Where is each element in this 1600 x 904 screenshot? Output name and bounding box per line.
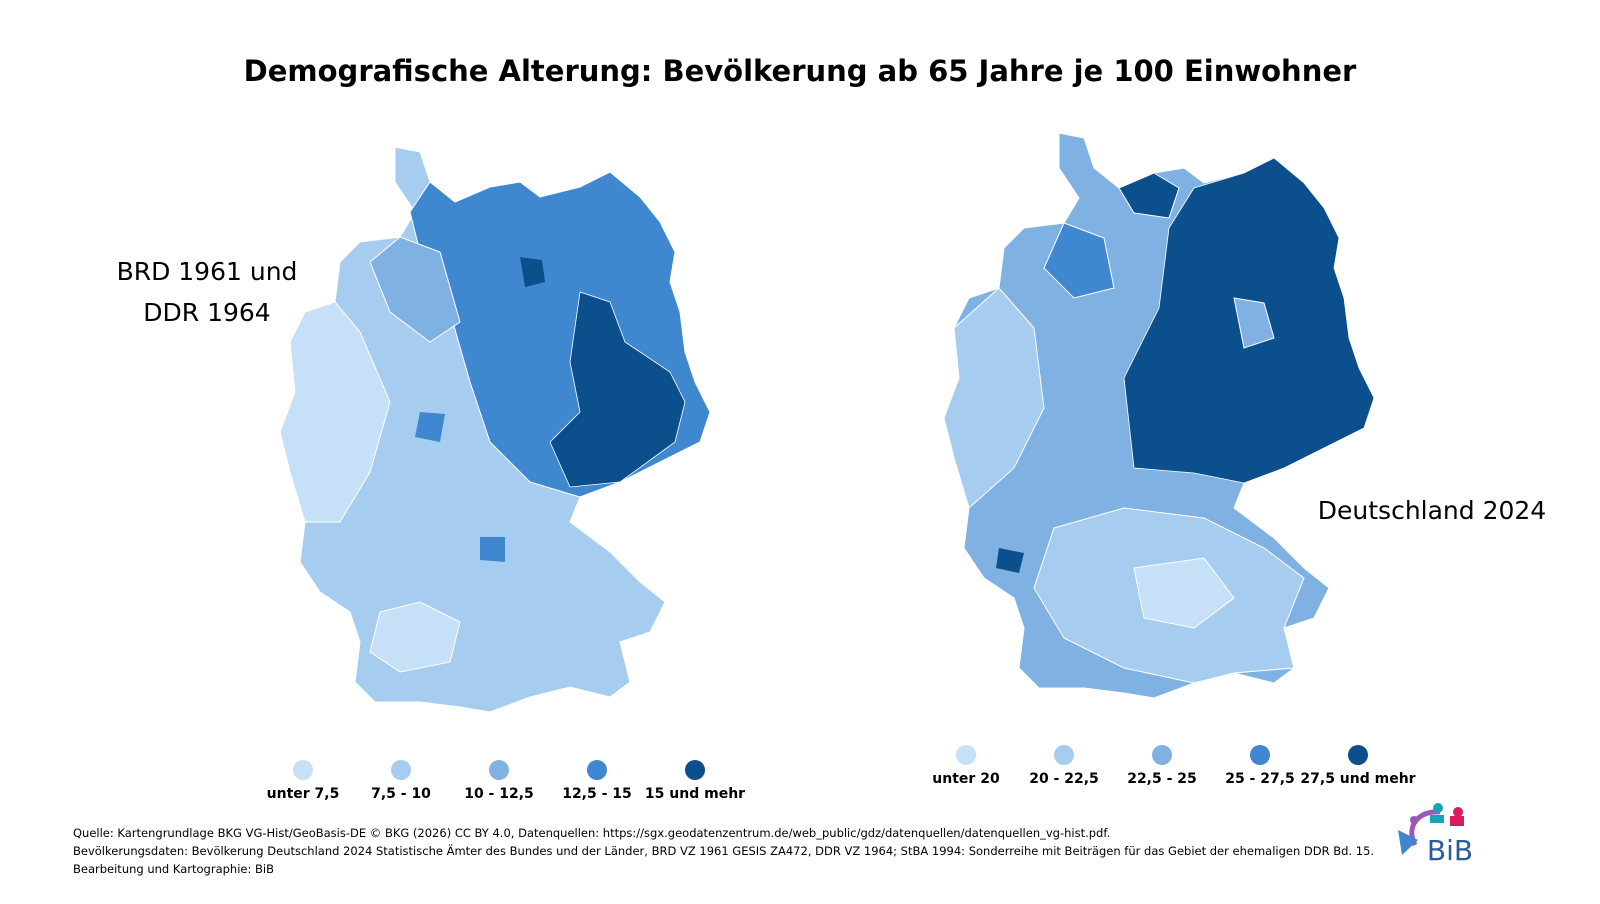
logo-text: BiB [1427, 834, 1473, 867]
legend-swatch [1348, 745, 1368, 765]
map-label: BRD 1961 und [117, 257, 298, 286]
map-2024 [943, 132, 1375, 699]
legend-label: 22,5 - 25 [1127, 771, 1197, 787]
legend-label: 15 und mehr [645, 786, 745, 802]
legend-swatch [489, 760, 509, 780]
legend-swatch [1152, 745, 1172, 765]
legend-label: 27,5 und mehr [1300, 771, 1415, 787]
legend-label: unter 20 [932, 771, 1000, 787]
map-label: DDR 1964 [143, 298, 270, 327]
legend-label: 25 - 27,5 [1225, 771, 1295, 787]
source-line: Bevölkerungsdaten: Bevölkerung Deutschla… [73, 843, 1374, 858]
map-1961 [279, 146, 711, 713]
source-line: Bearbeitung und Kartographie: BiB [73, 862, 274, 876]
legend-label: 12,5 - 15 [562, 786, 632, 802]
logo: BiB [1398, 803, 1473, 867]
map-label: Deutschland 2024 [1318, 496, 1546, 525]
legend-label: unter 7,5 [267, 786, 340, 802]
legend-label: 7,5 - 10 [371, 786, 431, 802]
legend-swatch [685, 760, 705, 780]
legend-swatch [587, 760, 607, 780]
legend-swatch [293, 760, 313, 780]
title: Demografische Alterung: Bevölkerung ab 6… [244, 54, 1357, 88]
legend-label: 10 - 12,5 [464, 786, 534, 802]
legend-swatch [956, 745, 976, 765]
legend-swatch [1054, 745, 1074, 765]
legend-swatch [1250, 745, 1270, 765]
legend-swatch [391, 760, 411, 780]
source-line: Quelle: Kartengrundlage BKG VG-Hist/GeoB… [73, 826, 1110, 840]
legend-label: 20 - 22,5 [1029, 771, 1099, 787]
legends: unter 7,5 7,5 - 10 10 - 12,5 12,5 - 15 15 un… [267, 745, 1416, 802]
